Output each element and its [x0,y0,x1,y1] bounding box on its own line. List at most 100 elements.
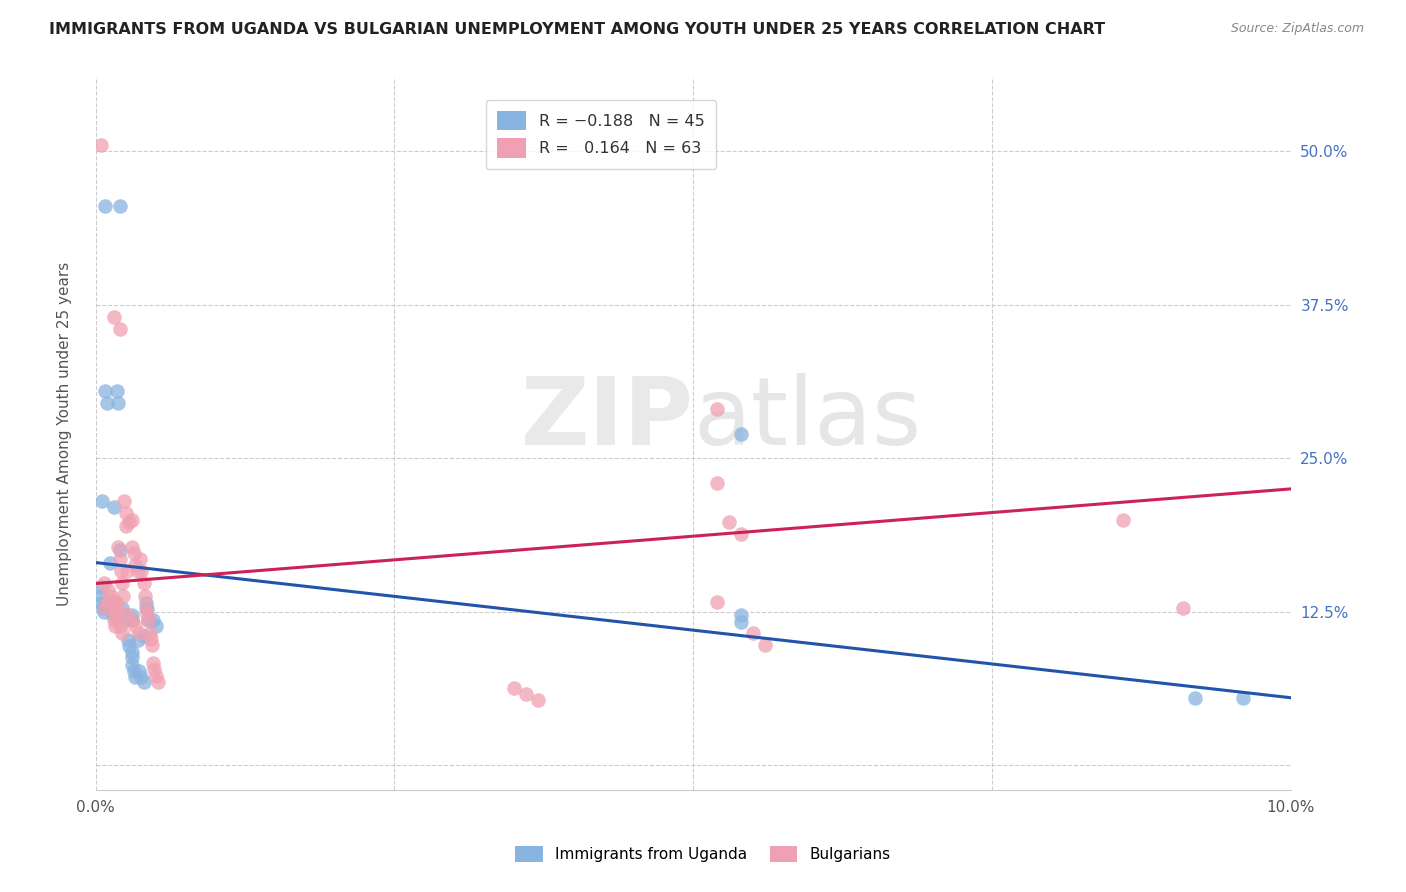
Point [527,693,550,707]
Point [121,613,143,627]
Legend: Immigrants from Uganda, Bulgarians: Immigrants from Uganda, Bulgarians [509,839,897,868]
Point [1112,513,1135,527]
Point [105,595,128,609]
Text: ZIP: ZIP [520,374,693,466]
Point [98,556,121,570]
Point [754,638,776,652]
Point [103,613,125,627]
Point [108,322,131,336]
Point [138,613,160,627]
Point [127,632,149,647]
Point [93,605,115,619]
Point [114,613,136,627]
Point [118,639,141,653]
Point [730,426,752,441]
Point [706,595,728,609]
Point [114,607,136,622]
Point [730,527,752,541]
Point [121,540,143,554]
Point [121,645,143,659]
Point [96,396,118,410]
Point [730,615,752,629]
Point [90,596,112,610]
Point [100,601,122,615]
Point [90,580,112,594]
Text: IMMIGRANTS FROM UGANDA VS BULGARIAN UNEMPLOYMENT AMONG YOUTH UNDER 25 YEARS CORR: IMMIGRANTS FROM UGANDA VS BULGARIAN UNEM… [49,22,1105,37]
Point [124,670,146,684]
Point [111,601,134,615]
Text: Source: ZipAtlas.com: Source: ZipAtlas.com [1230,22,1364,36]
Point [97,582,120,597]
Point [105,607,128,622]
Point [90,589,112,603]
Point [105,607,128,622]
Point [121,657,143,672]
Point [1184,690,1206,705]
Point [114,518,136,533]
Point [121,650,143,665]
Point [145,668,167,682]
Point [94,199,117,213]
Point [93,576,115,591]
Point [94,384,117,398]
Point [143,663,166,677]
Point [128,625,150,640]
Point [110,564,132,578]
Point [129,552,152,566]
Point [145,619,167,633]
Point [115,564,138,578]
Point [121,613,143,627]
Point [1232,690,1254,705]
Point [111,608,134,623]
Point [111,625,134,640]
Point [90,138,112,153]
Point [105,384,128,398]
Point [100,589,122,603]
Point [121,608,143,623]
Point [141,638,163,652]
Point [132,629,155,643]
Point [142,613,165,627]
Point [1171,601,1194,615]
Point [122,664,145,678]
Point [129,564,152,578]
Point [94,601,117,615]
Point [104,601,127,615]
Point [108,619,131,633]
Point [132,576,155,591]
Point [108,552,131,566]
Point [103,595,125,609]
Point [114,494,136,508]
Legend: R = −0.188   N = 45, R =   0.164   N = 63: R = −0.188 N = 45, R = 0.164 N = 63 [486,100,716,169]
Point [127,564,149,578]
Point [112,589,135,603]
Point [124,558,146,572]
Point [515,687,537,701]
Point [124,619,146,633]
Point [718,515,741,529]
Point [97,599,120,613]
Point [91,601,114,615]
Point [135,596,157,610]
Point [107,396,129,410]
Point [117,632,139,647]
Point [128,664,150,678]
Point [122,546,145,560]
Point [107,540,129,554]
Point [103,500,125,515]
Point [104,619,127,633]
Point [90,494,112,508]
Text: atlas: atlas [693,374,921,466]
Point [706,402,728,417]
Point [108,543,131,558]
Point [136,602,159,616]
Point [105,601,128,615]
Point [118,515,141,529]
Point [142,657,165,671]
Point [730,608,752,623]
Point [706,475,728,490]
Point [136,607,159,622]
Point [132,674,155,689]
Point [742,625,765,640]
Point [146,674,169,689]
